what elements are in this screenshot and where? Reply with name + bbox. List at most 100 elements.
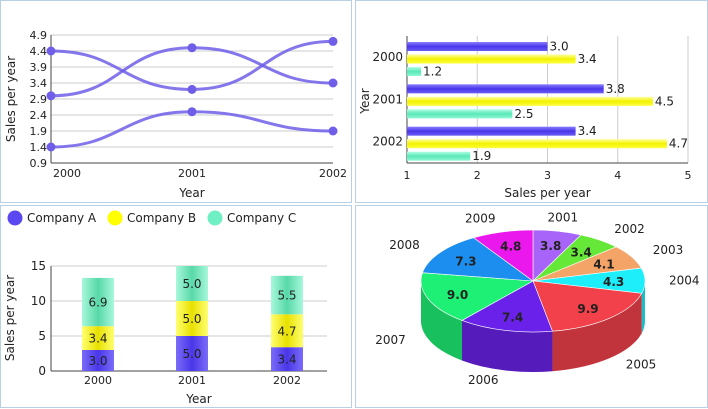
y-tick-label: 4.9 <box>30 29 48 42</box>
slice-category-label: 2005 <box>626 358 657 372</box>
data-label: 3.8 <box>606 82 625 96</box>
data-point <box>187 84 197 94</box>
bar-segment <box>82 326 114 350</box>
data-label: 6.9 <box>88 296 107 310</box>
data-label: 4.7 <box>277 324 296 338</box>
y-tick-label: 1.4 <box>30 141 48 154</box>
x-tick-label: 4 <box>614 169 621 182</box>
y-tick-label: 2.9 <box>30 93 48 106</box>
y-tick-label: 4.4 <box>30 45 48 58</box>
y-tick-label: 10 <box>31 294 46 308</box>
slice-category-label: 2004 <box>669 274 700 288</box>
data-label: 3.4 <box>578 124 597 138</box>
slice-category-label: 2003 <box>653 243 684 257</box>
legend-label: Company C <box>227 211 296 225</box>
x-tick-label: 2002 <box>273 374 301 387</box>
line-chart-panel: 0.9 1.4 1.9 2.4 2.9 3.4 3.9 4.4 4.9 2000 2001 2002 Y… <box>0 0 352 203</box>
y-tick-label: 3.4 <box>30 77 48 90</box>
data-label: 3.4 <box>578 52 597 66</box>
bar <box>407 84 604 94</box>
legend-swatch <box>207 210 223 226</box>
x-tick-label: 3 <box>544 169 551 182</box>
data-label: 5.0 <box>182 277 201 291</box>
data-point <box>328 78 338 88</box>
y-tick-label: 15 <box>31 259 46 273</box>
pie-slice-side <box>552 293 642 372</box>
bar-segment <box>176 301 208 336</box>
bar-segment <box>176 266 208 301</box>
data-point <box>187 107 197 117</box>
x-axis-title: Year <box>178 186 204 200</box>
legend-swatch <box>107 210 123 226</box>
slice-value-label: 4.1 <box>593 258 614 272</box>
series-line <box>50 110 334 149</box>
bar-segment <box>176 336 208 371</box>
y-tick-label: 0 <box>38 364 46 378</box>
data-label: 4.7 <box>669 137 688 151</box>
y-axis-title: Year <box>358 88 372 114</box>
slice-value-label: 7.4 <box>502 311 523 325</box>
data-label: 3.4 <box>88 332 107 346</box>
data-label: 1.9 <box>472 149 491 163</box>
bar <box>407 126 576 136</box>
bar <box>407 42 548 51</box>
y-tick-label: 2.4 <box>30 109 48 122</box>
x-tick-label: 2002 <box>319 167 347 180</box>
y-axis-title: Sales per year <box>3 275 17 361</box>
pie-slice <box>461 280 553 333</box>
pie-slice-side <box>641 281 645 334</box>
y-tick-label: 2000 <box>372 50 403 64</box>
x-tick-label: 2001 <box>178 167 206 180</box>
data-label: 5.5 <box>277 289 296 303</box>
bar-segment <box>271 275 303 315</box>
slice-category-label: 2002 <box>614 222 645 236</box>
slice-value-label: 4.8 <box>500 240 521 254</box>
y-tick-label: 5 <box>38 329 46 343</box>
horizontal-bar-chart-panel: 1 2 3 4 5 2000 3.0 3.4 1.2 2001 3.8 4.5 2.5 2002 3.4 4.… <box>355 0 708 203</box>
slice-value-label: 4.3 <box>603 275 624 289</box>
pie-slice-side <box>462 320 553 372</box>
data-label: 4.5 <box>655 94 674 108</box>
legend-swatch <box>7 210 23 226</box>
data-label: 3.4 <box>277 353 296 367</box>
data-label: 3.0 <box>550 40 569 54</box>
legend-label: Company B <box>127 211 196 225</box>
pie-slice-side <box>421 281 463 361</box>
data-label: 3.0 <box>88 354 107 368</box>
pie-chart-3d: 3.8 2001 3.4 2002 4.1 2003 4.3 2004 9.9 2005 7.4 20… <box>375 211 700 387</box>
bar-segment <box>271 347 303 371</box>
y-tick-label: 2001 <box>372 92 403 106</box>
data-point <box>46 142 56 152</box>
y-tick-label: 0.9 <box>30 157 48 170</box>
data-label: 5.0 <box>182 312 201 326</box>
bar <box>407 139 667 149</box>
bar <box>407 96 653 106</box>
slice-value-label: 3.4 <box>571 246 592 260</box>
data-label: 5.0 <box>182 347 201 361</box>
horizontal-bar-chart: 1 2 3 4 5 2000 3.0 3.4 1.2 2001 3.8 4.5 2.5 2002 3.4 4.… <box>358 36 692 200</box>
bar <box>407 109 513 119</box>
data-point <box>328 36 338 46</box>
y-tick-label: 3.9 <box>30 61 48 74</box>
x-tick-label: 2000 <box>53 167 81 180</box>
x-axis-title: Year <box>185 392 211 406</box>
slice-category-label: 2009 <box>465 212 496 226</box>
x-tick-label: 2000 <box>84 374 112 387</box>
slice-value-label: 3.8 <box>540 239 561 253</box>
bar <box>407 54 576 64</box>
slice-value-label: 9.0 <box>447 288 468 302</box>
pie-chart-panel: 3.8 2001 3.4 2002 4.1 2003 4.3 2004 9.9 2005 7.4 20… <box>355 205 708 408</box>
slice-category-label: 2001 <box>548 211 579 225</box>
slice-value-label: 7.3 <box>455 255 476 269</box>
x-tick-label: 1 <box>404 169 411 182</box>
pie-slice <box>532 280 643 332</box>
data-label: 1.2 <box>423 65 442 79</box>
pie-slice <box>422 237 535 282</box>
y-axis-title: Sales per year <box>4 56 18 142</box>
x-axis-title: Sales per year <box>504 186 590 200</box>
legend-label: Company A <box>27 211 97 225</box>
slice-category-label: 2007 <box>375 333 406 347</box>
bar <box>407 151 471 161</box>
line-chart: 0.9 1.4 1.9 2.4 2.9 3.4 3.9 4.4 4.9 2000 2001 2002 Y… <box>4 29 347 200</box>
data-point <box>46 46 56 56</box>
